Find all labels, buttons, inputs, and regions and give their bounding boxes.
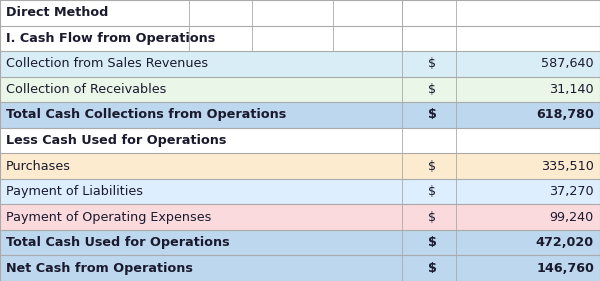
Text: 31,140: 31,140 <box>550 83 594 96</box>
Bar <box>0 255 600 281</box>
Text: Purchases: Purchases <box>6 160 71 173</box>
Text: $: $ <box>428 185 436 198</box>
Text: 472,020: 472,020 <box>536 236 594 249</box>
Text: $: $ <box>428 108 436 121</box>
Bar <box>0 153 600 179</box>
Text: Total Cash Used for Operations: Total Cash Used for Operations <box>6 236 230 249</box>
Text: Collection from Sales Revenues: Collection from Sales Revenues <box>6 57 208 70</box>
Bar <box>0 128 600 153</box>
Bar <box>0 179 600 204</box>
Text: $: $ <box>428 262 436 275</box>
Text: 37,270: 37,270 <box>550 185 594 198</box>
Text: Collection of Receivables: Collection of Receivables <box>6 83 166 96</box>
Text: Direct Method: Direct Method <box>6 6 109 19</box>
Text: Net Cash from Operations: Net Cash from Operations <box>6 262 193 275</box>
Text: $: $ <box>428 236 436 249</box>
Text: Payment of Operating Expenses: Payment of Operating Expenses <box>6 211 211 224</box>
Bar <box>0 0 600 26</box>
Text: 335,510: 335,510 <box>541 160 594 173</box>
Text: $: $ <box>428 57 436 70</box>
Text: Payment of Liabilities: Payment of Liabilities <box>6 185 143 198</box>
Bar <box>0 51 600 77</box>
Text: Less Cash Used for Operations: Less Cash Used for Operations <box>6 134 226 147</box>
Text: I. Cash Flow from Operations: I. Cash Flow from Operations <box>6 32 215 45</box>
Bar <box>0 204 600 230</box>
Text: 146,760: 146,760 <box>536 262 594 275</box>
Text: 99,240: 99,240 <box>550 211 594 224</box>
Bar <box>0 77 600 102</box>
Bar <box>0 26 600 51</box>
Text: Total Cash Collections from Operations: Total Cash Collections from Operations <box>6 108 286 121</box>
Text: $: $ <box>428 160 436 173</box>
Text: 618,780: 618,780 <box>536 108 594 121</box>
Bar <box>0 102 600 128</box>
Text: $: $ <box>428 211 436 224</box>
Text: $: $ <box>428 83 436 96</box>
Text: 587,640: 587,640 <box>541 57 594 70</box>
Bar <box>0 230 600 255</box>
